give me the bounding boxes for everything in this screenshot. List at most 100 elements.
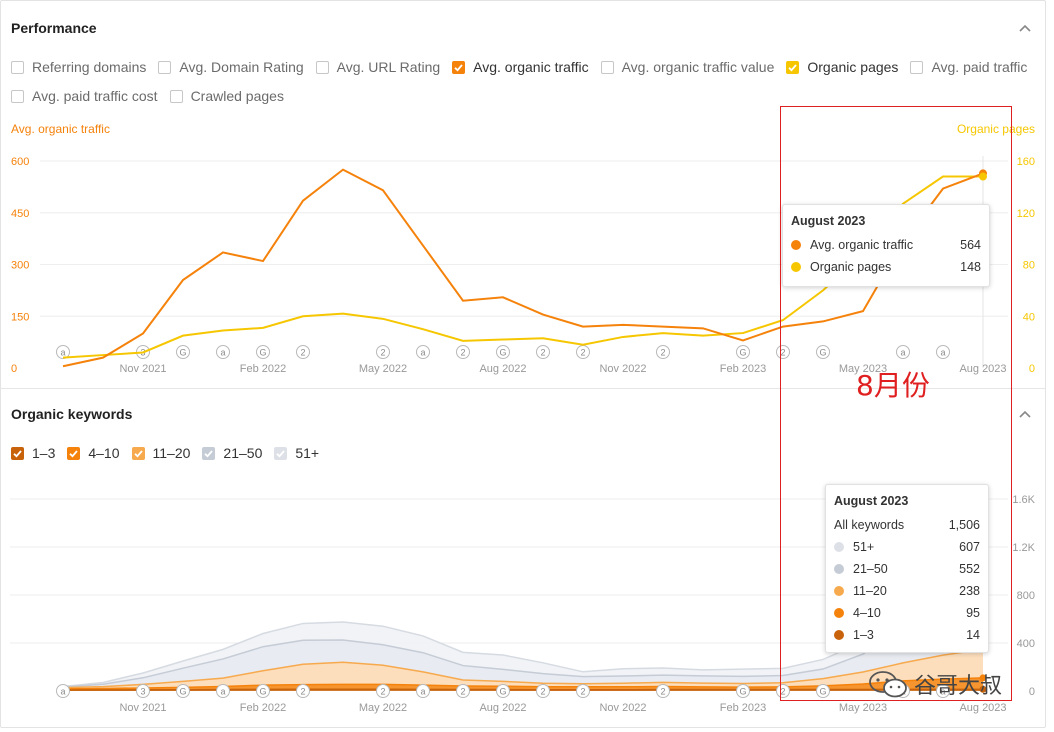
event-marker[interactable]: a	[896, 345, 910, 359]
event-marker[interactable]: a	[416, 345, 430, 359]
event-marker-circle[interactable]	[376, 684, 390, 698]
event-marker-circle[interactable]	[776, 345, 790, 359]
event-marker-circle[interactable]	[256, 345, 270, 359]
event-marker[interactable]: G	[736, 684, 750, 698]
event-marker[interactable]: a	[216, 345, 230, 359]
event-marker[interactable]: a	[216, 684, 230, 698]
event-marker[interactable]: 2	[776, 684, 790, 698]
checkbox-avg-paid-traffic-cost[interactable]: Avg. paid traffic cost	[11, 88, 158, 104]
checkbox-avg-paid-traffic[interactable]: Avg. paid traffic	[910, 59, 1027, 75]
area-1-3-point[interactable]	[979, 685, 987, 693]
event-marker-circle[interactable]	[176, 345, 190, 359]
event-marker-circle[interactable]	[536, 684, 550, 698]
event-marker[interactable]: G	[496, 345, 510, 359]
checkbox-crawled-pages[interactable]: Crawled pages	[169, 88, 284, 104]
event-marker-circle[interactable]	[936, 345, 950, 359]
event-marker-circle[interactable]	[376, 345, 390, 359]
event-marker-circle[interactable]	[496, 684, 510, 698]
event-marker-circle[interactable]	[736, 684, 750, 698]
event-marker[interactable]: a	[936, 345, 950, 359]
checkbox-checked-icon[interactable]	[131, 446, 145, 460]
area-4-10-point[interactable]	[979, 674, 987, 682]
checkbox-empty-icon[interactable]	[910, 60, 924, 74]
event-marker[interactable]: 2	[296, 345, 310, 359]
checkbox-checked-icon[interactable]	[202, 446, 216, 460]
event-marker-circle[interactable]	[416, 684, 430, 698]
event-marker[interactable]: G	[816, 684, 830, 698]
checkbox-position-4[interactable]: 21–50	[202, 445, 262, 461]
checkbox-checked-icon[interactable]	[274, 446, 288, 460]
event-marker-circle[interactable]	[216, 684, 230, 698]
event-marker-circle[interactable]	[656, 345, 670, 359]
event-marker[interactable]: 2	[376, 684, 390, 698]
event-marker[interactable]: G	[816, 345, 830, 359]
checkbox-empty-icon[interactable]	[158, 60, 172, 74]
event-marker-circle[interactable]	[296, 345, 310, 359]
checkbox-empty-icon[interactable]	[11, 60, 24, 74]
event-marker[interactable]: a	[416, 684, 430, 698]
checkbox-checked-icon[interactable]	[786, 60, 800, 74]
event-marker[interactable]: 2	[376, 345, 390, 359]
event-marker-circle[interactable]	[56, 345, 70, 359]
checkbox-position-2[interactable]: 4–10	[67, 445, 120, 461]
event-marker[interactable]: a	[56, 345, 70, 359]
checkbox-empty-icon[interactable]	[600, 60, 614, 74]
event-marker[interactable]: 2	[536, 684, 550, 698]
event-marker-circle[interactable]	[216, 345, 230, 359]
event-marker[interactable]: 2	[456, 345, 470, 359]
checkbox-empty-icon[interactable]	[11, 89, 24, 103]
checkbox-empty-icon[interactable]	[169, 89, 183, 103]
checkbox-empty-icon[interactable]	[315, 60, 329, 74]
event-marker-circle[interactable]	[496, 345, 510, 359]
event-marker-circle[interactable]	[416, 345, 430, 359]
keywords-collapse-chevron-up-icon[interactable]	[1017, 406, 1033, 422]
event-marker-circle[interactable]	[136, 684, 150, 698]
event-marker[interactable]: 2	[656, 345, 670, 359]
event-marker-circle[interactable]	[56, 684, 70, 698]
event-marker-circle[interactable]	[816, 684, 830, 698]
checkbox-avg-url-rating[interactable]: Avg. URL Rating	[315, 59, 440, 75]
event-marker[interactable]: G	[256, 684, 270, 698]
checkbox-avg-organic-traffic-value[interactable]: Avg. organic traffic value	[600, 59, 774, 75]
event-marker[interactable]: G	[736, 345, 750, 359]
event-marker-circle[interactable]	[896, 345, 910, 359]
checkbox-position-3[interactable]: 11–20	[131, 445, 190, 461]
event-marker[interactable]: 2	[656, 684, 670, 698]
event-marker-circle[interactable]	[736, 345, 750, 359]
event-marker-circle[interactable]	[776, 684, 790, 698]
checkbox-checked-icon[interactable]	[67, 446, 81, 460]
checkbox-referring-domains[interactable]: Referring domains	[11, 59, 146, 75]
checkbox-avg-domain-rating[interactable]: Avg. Domain Rating	[158, 59, 304, 75]
event-marker[interactable]: a	[936, 684, 950, 698]
event-marker-circle[interactable]	[176, 684, 190, 698]
checkbox-avg-organic-traffic[interactable]: Avg. organic traffic	[452, 59, 589, 75]
event-marker[interactable]: G	[176, 345, 190, 359]
event-marker-circle[interactable]	[296, 684, 310, 698]
event-marker[interactable]: 2	[456, 684, 470, 698]
event-marker-circle[interactable]	[656, 684, 670, 698]
checkbox-position-1[interactable]: 1–3	[11, 445, 55, 461]
event-marker[interactable]: 2	[536, 345, 550, 359]
event-marker[interactable]: 2	[576, 684, 590, 698]
event-marker[interactable]: G	[176, 684, 190, 698]
event-marker[interactable]: 3	[136, 684, 150, 698]
checkbox-checked-icon[interactable]	[11, 446, 24, 460]
event-marker-circle[interactable]	[576, 684, 590, 698]
checkbox-organic-pages[interactable]: Organic pages	[786, 59, 898, 75]
event-marker-circle[interactable]	[936, 684, 950, 698]
event-marker-circle[interactable]	[456, 684, 470, 698]
event-marker[interactable]: 2	[576, 345, 590, 359]
event-marker[interactable]: a	[56, 684, 70, 698]
event-marker[interactable]: G	[256, 345, 270, 359]
checkbox-checked-icon[interactable]	[452, 60, 466, 74]
event-marker-circle[interactable]	[456, 345, 470, 359]
event-marker-circle[interactable]	[816, 345, 830, 359]
organic-pages-point[interactable]	[979, 172, 987, 181]
event-marker[interactable]: G	[496, 684, 510, 698]
event-marker[interactable]: 2	[776, 345, 790, 359]
event-marker-circle[interactable]	[536, 345, 550, 359]
event-marker[interactable]: 2	[296, 684, 310, 698]
event-marker-circle[interactable]	[256, 684, 270, 698]
checkbox-position-5[interactable]: 51+	[274, 445, 319, 461]
performance-collapse-chevron-up-icon[interactable]	[1017, 20, 1033, 36]
